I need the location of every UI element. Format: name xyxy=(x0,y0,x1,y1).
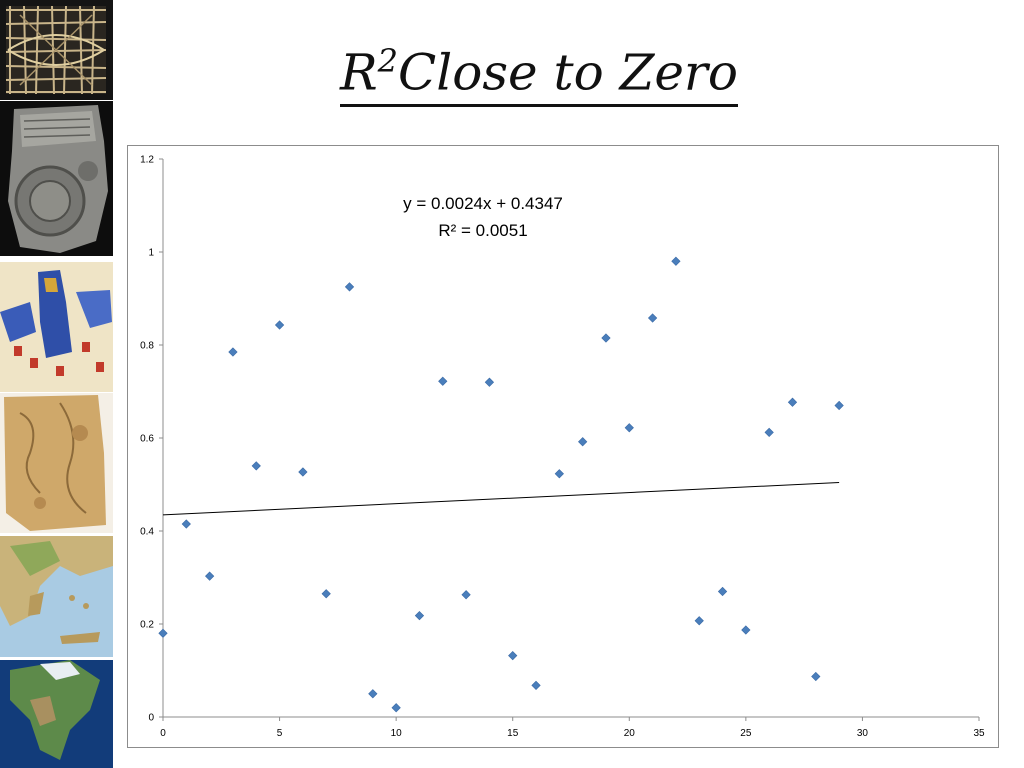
x-tick-label: 5 xyxy=(277,728,283,739)
x-tick-label: 30 xyxy=(857,728,869,739)
data-point xyxy=(787,397,798,407)
data-point xyxy=(531,680,541,691)
y-tick-label: 1 xyxy=(148,248,154,259)
data-point xyxy=(717,586,728,597)
data-point xyxy=(508,650,518,661)
data-point xyxy=(484,377,495,387)
data-point xyxy=(181,519,191,529)
data-point xyxy=(158,628,168,638)
title-superscript: 2 xyxy=(377,42,399,80)
data-point xyxy=(647,313,658,323)
data-point xyxy=(414,611,425,621)
chart-area: 0 0.2 0.4 0.6 0.8 1 1.2 0 5 10 15 20 25 30 35 y = 0.0… xyxy=(127,145,999,748)
scatter-chart: 0 0.2 0.4 0.6 0.8 1 1.2 0 5 10 15 20 25 30 35 y = 0.0… xyxy=(140,155,985,740)
page-title: R2Close to Zero xyxy=(340,30,738,107)
greece-relief-map-icon xyxy=(0,536,113,657)
y-tick-label: 0.2 xyxy=(140,620,154,631)
parchment-map-icon xyxy=(0,393,113,533)
trendline xyxy=(162,482,840,516)
y-axis: 0 0.2 0.4 0.6 0.8 1 1.2 xyxy=(140,155,164,724)
data-point xyxy=(671,256,681,266)
data-point xyxy=(438,376,448,386)
data-point xyxy=(391,703,401,713)
y-tick-label: 1.2 xyxy=(140,155,154,166)
data-point xyxy=(811,671,821,682)
data-point xyxy=(461,590,471,600)
data-point xyxy=(554,469,564,479)
grid-map-icon xyxy=(0,0,113,100)
y-tick-label: 0.4 xyxy=(140,527,154,538)
x-axis: 0 5 10 15 20 25 30 35 xyxy=(160,716,985,739)
data-point xyxy=(624,423,634,433)
equation-label: y = 0.0024x + 0.4347 xyxy=(403,194,563,213)
data-point xyxy=(368,689,378,699)
title-rest: Close to Zero xyxy=(398,43,738,102)
y-tick-label: 0 xyxy=(148,713,154,724)
data-point xyxy=(834,400,844,411)
r-squared-label: R² = 0.0051 xyxy=(438,221,527,240)
x-tick-label: 20 xyxy=(624,728,636,739)
x-tick-label: 15 xyxy=(507,728,519,739)
data-point xyxy=(694,616,704,626)
data-point xyxy=(298,467,308,477)
title-r: R xyxy=(340,43,378,102)
y-tick-label: 0.6 xyxy=(140,434,154,445)
data-point xyxy=(741,625,751,635)
clay-tablet-map-icon xyxy=(0,101,113,256)
data-points xyxy=(158,256,844,713)
x-tick-label: 35 xyxy=(973,728,985,739)
data-point xyxy=(344,282,355,292)
slide-title-wrap: R2Close to Zero xyxy=(340,30,790,107)
data-point xyxy=(764,427,774,438)
data-point xyxy=(601,333,611,343)
data-point xyxy=(228,347,238,357)
data-point xyxy=(321,589,331,599)
y-tick-label: 0.8 xyxy=(140,341,154,352)
data-point xyxy=(578,437,588,447)
x-tick-label: 25 xyxy=(740,728,752,739)
illustrated-world-map-icon xyxy=(0,262,113,392)
x-tick-label: 0 xyxy=(160,728,166,739)
data-point xyxy=(205,571,215,581)
thumbnail-column xyxy=(0,0,114,768)
data-point xyxy=(274,320,285,330)
x-tick-label: 10 xyxy=(391,728,403,739)
north-america-globe-icon xyxy=(0,660,113,768)
data-point xyxy=(251,461,261,471)
